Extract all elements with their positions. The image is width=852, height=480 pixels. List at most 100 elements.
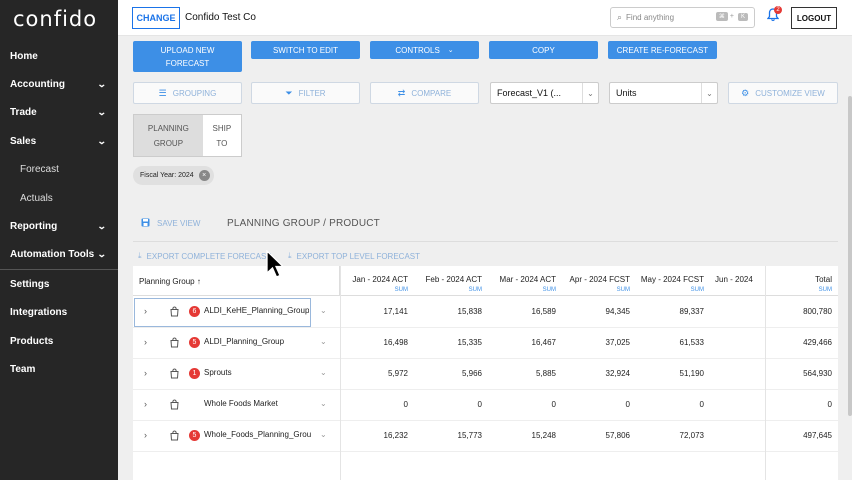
- chevron-down-icon[interactable]: ⌄: [320, 430, 327, 439]
- sidebar-item-sales[interactable]: Sales ⌄: [0, 127, 118, 155]
- column-header-6[interactable]: Total SUM: [766, 266, 838, 296]
- shortcut-hint: ⌘ + K: [714, 12, 748, 21]
- column-header-aggregate: SUM: [394, 287, 408, 293]
- filter-button[interactable]: ⏷ FILTER: [251, 82, 360, 104]
- column-header-4[interactable]: May - 2024 FCST SUM: [636, 266, 710, 296]
- planning-group-cell: › 5 ALDI_Planning_Group ⌄: [133, 328, 340, 359]
- units-select[interactable]: Units ⌄: [609, 82, 718, 104]
- sidebar-item-label: Automation Tools: [10, 249, 95, 261]
- chip-label: Fiscal Year: 2024: [140, 172, 194, 179]
- table-header: Planning Group ↑ Jan - 2024 ACT SUM Feb - …: [133, 266, 838, 296]
- export-complete-forecast-link[interactable]: ⤓ EXPORT COMPLETE FORECAST: [138, 251, 271, 261]
- column-header-aggregate: SUM: [616, 287, 630, 293]
- sidebar-item-automation-tools[interactable]: Automation Tools ⌄: [0, 241, 118, 269]
- sidebar-item-reporting[interactable]: Reporting ⌄: [0, 212, 118, 240]
- table-cell-value: 17,141: [383, 307, 408, 316]
- fiscal-year-filter-chip: Fiscal Year: 2024 ×: [133, 166, 214, 185]
- table-cell-value: 37,025: [605, 338, 630, 347]
- table-cell-value: 15,773: [457, 431, 482, 440]
- compare-label: COMPARE: [411, 88, 452, 98]
- confido-logo[interactable]: confido: [13, 7, 98, 31]
- switch-to-edit-button[interactable]: SWITCH TO EDIT: [251, 41, 360, 59]
- table-cell-value: 16,467: [531, 338, 556, 347]
- change-company-button[interactable]: CHANGE: [132, 7, 180, 29]
- shopping-bag-icon: [169, 368, 180, 382]
- column-header-0[interactable]: Jan - 2024 ACT SUM: [341, 266, 414, 296]
- column-header-2[interactable]: Mar - 2024 ACT SUM: [488, 266, 562, 296]
- sidebar-item-settings[interactable]: Settings: [0, 270, 118, 298]
- main-content: UPLOAD NEW FORECAST SWITCH TO EDIT CONTR…: [118, 36, 852, 480]
- forecast-version-select[interactable]: Forecast_V1 (... ⌄: [490, 82, 599, 104]
- save-view-button[interactable]: SAVE VIEW: [141, 218, 200, 229]
- column-header-1[interactable]: Feb - 2024 ACT SUM: [414, 266, 488, 296]
- controls-button[interactable]: CONTROLS ⌄: [370, 41, 479, 59]
- sidebar-item-trade[interactable]: Trade ⌄: [0, 99, 118, 127]
- expand-chevron-icon[interactable]: ›: [144, 306, 147, 316]
- column-header-title: Feb - 2024 ACT: [425, 275, 482, 284]
- sidebar-item-products[interactable]: Products: [0, 327, 118, 355]
- table-row[interactable]: › Whole Foods Market ⌄ 0 0 0 0 0 0: [133, 390, 838, 421]
- create-reforecast-button[interactable]: CREATE RE-FORECAST: [608, 41, 717, 59]
- logout-button[interactable]: LOGOUT: [791, 7, 837, 29]
- sidebar-item-actuals[interactable]: Actuals: [0, 184, 118, 212]
- export-top-level-forecast-link[interactable]: ⤓ EXPORT TOP LEVEL FORECAST: [288, 251, 420, 261]
- download-icon: ⤓: [138, 251, 142, 260]
- chevron-down-icon: ⌄: [97, 221, 108, 232]
- sidebar-item-home[interactable]: Home: [0, 42, 118, 70]
- expand-chevron-icon[interactable]: ›: [144, 368, 147, 378]
- toggle-ship-to[interactable]: SHIP TO: [202, 115, 241, 156]
- column-header-planning-group[interactable]: Planning Group ↑: [133, 266, 340, 296]
- table-row[interactable]: › 6 ALDI_KeHE_Planning_Group ⌄ 17,141 15,838 1…: [133, 297, 838, 328]
- table-row[interactable]: › 5 Whole_Foods_Planning_Group ⌄ 16,232 15,77…: [133, 421, 838, 452]
- column-header-aggregate: SUM: [468, 287, 482, 293]
- close-icon[interactable]: ×: [198, 170, 210, 181]
- toggle-ship-line2: TO: [216, 138, 228, 148]
- column-header-title: Total: [815, 275, 832, 284]
- expand-chevron-icon[interactable]: ›: [144, 337, 147, 347]
- sidebar-item-label: Forecast: [20, 164, 59, 176]
- table-cell-value: 5,972: [387, 369, 408, 378]
- cell-focus-outline: [134, 298, 311, 327]
- shopping-bag-icon: [169, 430, 180, 444]
- grouping-button[interactable]: ☰ GROUPING: [133, 82, 242, 104]
- sidebar-item-team[interactable]: Team: [0, 355, 118, 383]
- compare-button[interactable]: ⇄ COMPARE: [370, 82, 479, 104]
- table-cell-value: 15,335: [457, 338, 482, 347]
- upload-new-forecast-button[interactable]: UPLOAD NEW FORECAST: [133, 41, 242, 72]
- table-cell-value: 0: [403, 400, 408, 409]
- sidebar-divider: [0, 269, 118, 271]
- column-header-label: Planning Group ↑: [139, 277, 201, 286]
- chevron-down-icon[interactable]: ⌄: [320, 399, 327, 408]
- sidebar-item-label: Team: [10, 363, 36, 375]
- chevron-down-icon[interactable]: ⌄: [320, 368, 327, 377]
- column-header-3[interactable]: Apr - 2024 FCST SUM: [562, 266, 636, 296]
- copy-button[interactable]: COPY: [489, 41, 598, 59]
- sidebar-item-forecast[interactable]: Forecast: [0, 156, 118, 184]
- shortcut-key-k: K: [737, 12, 748, 21]
- grouping-toggle: PLANNING GROUP SHIP TO: [133, 114, 242, 157]
- table-cell-value: 57,806: [605, 431, 630, 440]
- table-cell-value: 16,589: [531, 307, 556, 316]
- toggle-planning-group[interactable]: PLANNING GROUP: [134, 115, 203, 156]
- sidebar-item-accounting[interactable]: Accounting ⌄: [0, 70, 118, 98]
- sidebar-item-integrations[interactable]: Integrations: [0, 299, 118, 327]
- chevron-down-icon[interactable]: ⌄: [320, 306, 327, 315]
- sidebar-item-label: Actuals: [20, 192, 53, 204]
- table-cell-value: 15,838: [457, 307, 482, 316]
- vertical-scrollbar[interactable]: [848, 96, 852, 416]
- column-header-5[interactable]: Jun - 2024: [710, 266, 766, 296]
- count-badge: 6: [189, 306, 200, 317]
- sidebar: confido Home Accounting ⌄ Trade ⌄ Sales ⌄ Forec…: [0, 0, 118, 480]
- planning-group-name: ALDI_Planning_Group: [204, 337, 285, 346]
- expand-chevron-icon[interactable]: ›: [144, 430, 147, 440]
- table-row[interactable]: › 5 ALDI_Planning_Group ⌄ 16,498 15,335 16,467…: [133, 328, 838, 359]
- chevron-down-icon[interactable]: ⌄: [320, 337, 327, 346]
- planning-group-cell: › 5 Whole_Foods_Planning_Group ⌄: [133, 421, 340, 452]
- search-input[interactable]: ⌕ Find anything ⌘ + K: [610, 7, 755, 28]
- toggle-planning-line1: PLANNING: [147, 123, 189, 133]
- table-row[interactable]: › 1 Sprouts ⌄ 5,972 5,966 5,885 32,924 51,190 564…: [133, 359, 838, 390]
- planning-group-cell: › Whole Foods Market ⌄: [133, 390, 340, 421]
- customize-view-button[interactable]: ⚙ CUSTOMIZE VIEW: [728, 82, 838, 104]
- grouping-label: GROUPING: [172, 88, 217, 98]
- expand-chevron-icon[interactable]: ›: [144, 399, 147, 409]
